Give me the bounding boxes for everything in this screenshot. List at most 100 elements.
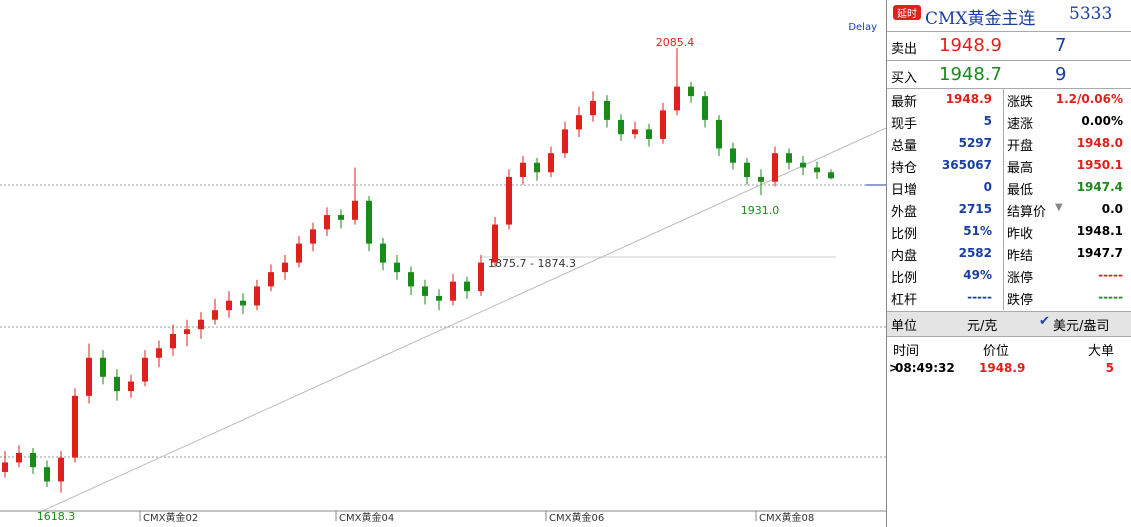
candle-body xyxy=(660,110,666,139)
stat-label: 现手 xyxy=(891,117,918,132)
candle-body xyxy=(212,310,218,320)
candle-body xyxy=(436,295,442,301)
stat-value: 1950.1 xyxy=(1076,158,1123,172)
stat-value: 5297 xyxy=(958,136,992,150)
stat-value: 0.0 xyxy=(1101,202,1123,216)
stat-label: 最高 xyxy=(1007,161,1034,176)
stat-value: 1948.9 xyxy=(945,92,992,106)
stat-value: ----- xyxy=(967,290,992,304)
chart: Delay 2085.4 1618.3 1931.0 1875.7 - 1874… xyxy=(0,22,886,524)
stat-label: 杠杆 xyxy=(891,293,918,308)
candle-body xyxy=(562,129,568,154)
stat-label: 跌停 xyxy=(1007,293,1034,308)
stat-value: 1947.4 xyxy=(1076,180,1123,194)
candle-body xyxy=(548,153,554,173)
candle-body xyxy=(464,281,470,292)
candle-body xyxy=(352,200,358,220)
candle-body xyxy=(828,172,834,179)
candle-body xyxy=(450,281,456,301)
high-label: 2085.4 xyxy=(656,36,695,49)
candle-body xyxy=(800,162,806,168)
candle-body xyxy=(534,162,540,173)
stat-value: 51% xyxy=(963,224,992,238)
stat-value: ----- xyxy=(1098,268,1123,282)
candle-body xyxy=(198,319,204,330)
trade-price: 1948.9 xyxy=(979,361,1026,375)
candle-body xyxy=(72,395,78,458)
candle-body xyxy=(632,129,638,135)
candle-body xyxy=(688,86,694,97)
candle-body xyxy=(576,115,582,130)
sell-price: 1948.9 xyxy=(939,35,1002,56)
candle-body xyxy=(520,162,526,177)
range-label: 1875.7 - 1874.3 xyxy=(488,257,576,270)
stat-label: 最低 xyxy=(1007,183,1034,198)
candle-body xyxy=(114,376,120,392)
candle-body xyxy=(702,96,708,120)
trend-line xyxy=(39,127,886,513)
candle-body xyxy=(86,357,92,396)
delay-label: Delay xyxy=(848,22,877,33)
quote-panel: 延时 CMX黄金主连 5333 卖出 1948.9 7 买入 1948.7 9 … xyxy=(886,0,1131,527)
buy-volume: 9 xyxy=(1055,64,1067,85)
stat-label: 昨收 xyxy=(1007,227,1034,242)
unit-usd[interactable]: 美元/盎司 xyxy=(1053,319,1110,334)
stat-value: 1948.0 xyxy=(1076,136,1123,150)
badge: 延时 xyxy=(893,5,921,20)
candle-body xyxy=(380,243,386,263)
buy-price: 1948.7 xyxy=(939,64,1002,85)
stat-label: 比例 xyxy=(891,227,918,242)
candle-body xyxy=(226,300,232,311)
stat-label: 结算价 xyxy=(1007,205,1047,220)
stat-value: 0 xyxy=(983,180,992,194)
sell-label: 卖出 xyxy=(891,42,918,57)
candle-body xyxy=(128,381,134,392)
stat-value: 0.00% xyxy=(1081,114,1123,128)
stat-label: 持仓 xyxy=(891,161,918,176)
unit-cny[interactable]: 元/克 xyxy=(967,319,998,334)
stat-label: 昨结 xyxy=(1007,249,1034,264)
stat-value: 2582 xyxy=(958,246,992,260)
candle-body xyxy=(58,457,64,482)
candle-body xyxy=(16,452,22,463)
stat-value: 1947.7 xyxy=(1076,246,1123,260)
recent-low-label: 1931.0 xyxy=(741,204,780,217)
stat-value: 5 xyxy=(983,114,992,128)
candle-body xyxy=(324,215,330,230)
candle-body xyxy=(240,300,246,306)
trade-header: 时间 xyxy=(893,344,920,359)
candle-body xyxy=(646,129,652,139)
candle-body xyxy=(590,100,596,116)
candle-body xyxy=(422,286,428,296)
trade-time: 08:49:32 xyxy=(895,361,955,375)
candle-body xyxy=(492,224,498,263)
instrument-code: 5333 xyxy=(1069,4,1113,24)
candle-body xyxy=(310,229,316,244)
candle-body xyxy=(506,176,512,225)
candle-body xyxy=(184,329,190,334)
stat-label: 速涨 xyxy=(1007,117,1034,132)
candle-body xyxy=(478,262,484,292)
candle-body xyxy=(786,153,792,163)
stat-label: 内盘 xyxy=(891,249,918,264)
candle-body xyxy=(100,357,106,377)
instrument-name: CMX黄金主连 xyxy=(925,9,1036,29)
stat-label: 涨停 xyxy=(1007,271,1034,286)
stat-label: 开盘 xyxy=(1007,139,1034,154)
stat-value: 49% xyxy=(963,268,992,282)
unit-label: 单位 xyxy=(891,319,918,334)
stat-value: ----- xyxy=(1098,290,1123,304)
stat-value: 2715 xyxy=(958,202,992,216)
candle-body xyxy=(282,262,288,273)
candle-body xyxy=(254,286,260,306)
candle-body xyxy=(2,462,8,472)
candle-body xyxy=(744,162,750,177)
candle-body xyxy=(296,243,302,263)
candle-body xyxy=(338,215,344,220)
stat-value: 365067 xyxy=(941,158,992,172)
candle-body xyxy=(30,452,36,468)
stat-label: 涨跌 xyxy=(1007,95,1034,110)
candle-body xyxy=(142,357,148,382)
x-tick-label: CMX黄金08 xyxy=(759,511,814,524)
